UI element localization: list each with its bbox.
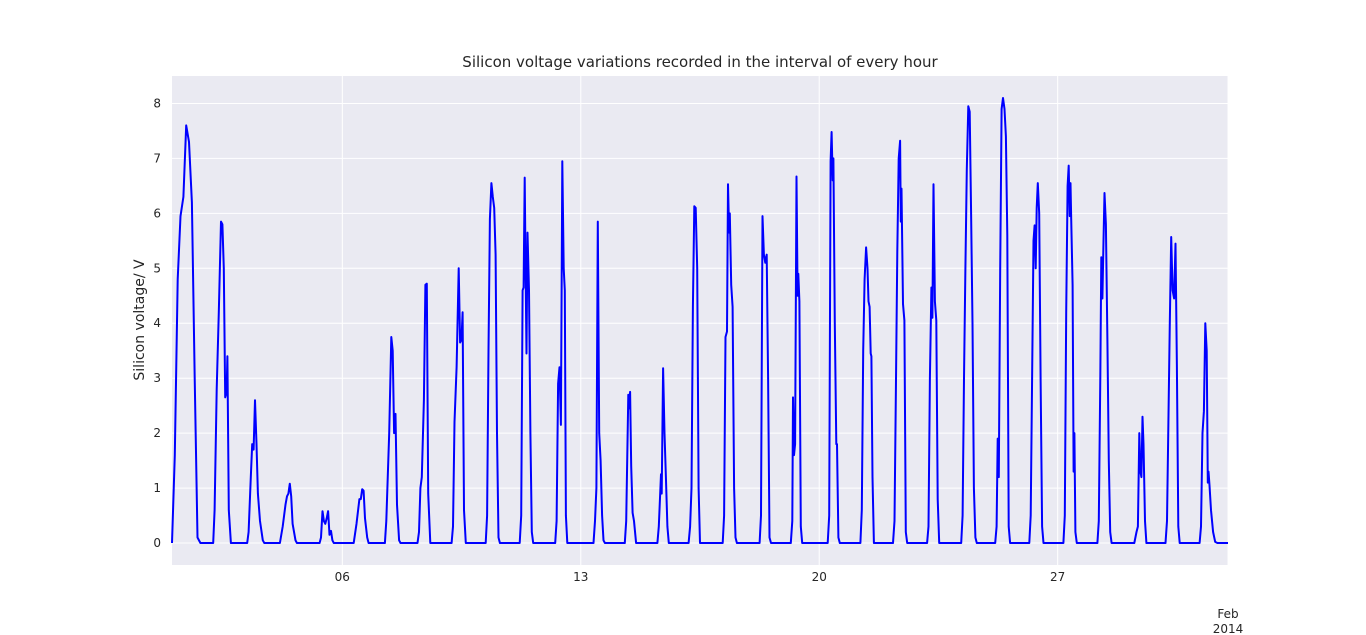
grid xyxy=(172,76,1229,565)
series-line xyxy=(171,97,1228,544)
y-tick-label: 0 xyxy=(153,536,161,550)
y-tick-label: 6 xyxy=(153,206,161,220)
chart-title: Silicon voltage variations recorded in t… xyxy=(462,53,938,71)
x-tick-label: Feb xyxy=(1217,607,1238,621)
x-tick-label: 13 xyxy=(573,570,588,584)
y-tick-label: 3 xyxy=(153,371,161,385)
y-axis-label: Silicon voltage/ V xyxy=(132,259,148,381)
y-tick-label: 5 xyxy=(153,261,161,275)
y-tick-label: 7 xyxy=(153,151,161,165)
y-axis: 0 1 2 3 4 5 6 7 8 xyxy=(153,96,161,550)
y-tick-label: 4 xyxy=(153,316,161,330)
y-tick-label: 2 xyxy=(153,426,161,440)
x-tick-sublabel: 2014 xyxy=(1213,622,1244,635)
plot-area xyxy=(172,76,1228,565)
x-tick-label: 27 xyxy=(1050,570,1065,584)
x-tick-label: 06 xyxy=(335,570,350,584)
x-tick-label: 20 xyxy=(812,570,827,584)
y-tick-label: 8 xyxy=(153,96,161,110)
y-tick-label: 1 xyxy=(153,481,161,495)
